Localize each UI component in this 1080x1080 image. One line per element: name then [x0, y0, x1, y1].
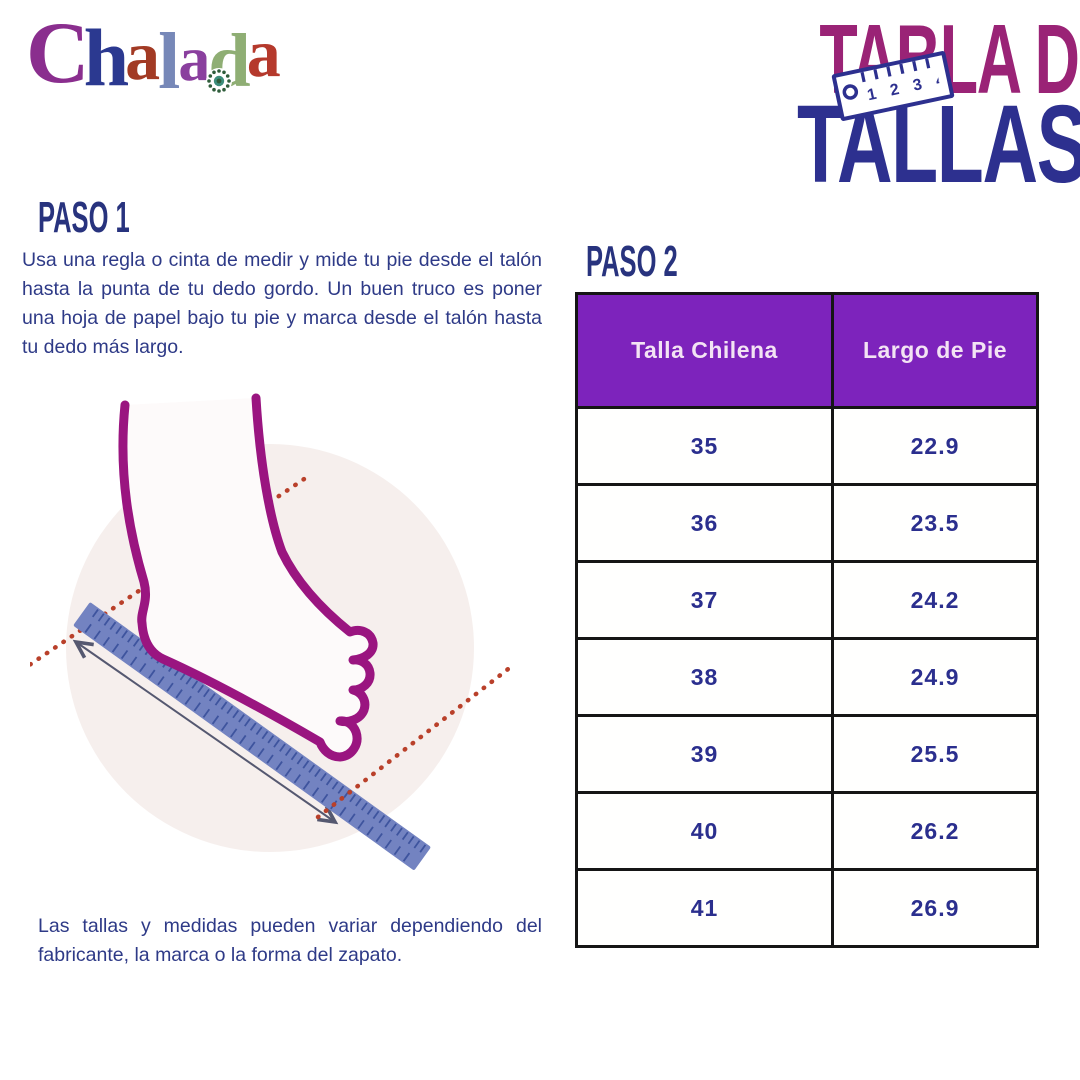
table-row: 37 24.2: [575, 560, 1039, 640]
talla-cell: 36: [575, 483, 834, 563]
talla-cell: 38: [575, 637, 834, 717]
size-table-header-row: Talla Chilena Largo de Pie: [575, 292, 1039, 409]
largo-cell: 22.9: [831, 406, 1039, 486]
measurement-arrow: [72, 639, 339, 825]
step1-heading: PASO 1: [38, 193, 130, 242]
foot-measurement-illustration: [30, 393, 515, 870]
disclaimer-note: Las tallas y medidas pueden variar depen…: [38, 915, 542, 966]
logo-letter: a: [246, 15, 281, 91]
table-row: 39 25.5: [575, 714, 1039, 794]
talla-cell: 39: [575, 714, 834, 794]
table-row: 38 24.9: [575, 637, 1039, 717]
step2-heading: PASO 2: [586, 237, 678, 286]
size-table: Talla Chilena Largo de Pie 35 22.9 36 23…: [575, 292, 1039, 948]
largo-cell: 26.9: [831, 868, 1039, 948]
table-row: 40 26.2: [575, 791, 1039, 871]
ruler-icon: 1 2 3 4: [831, 50, 955, 122]
largo-cell: 24.9: [831, 637, 1039, 717]
column-header-largo-de-pie: Largo de Pie: [831, 292, 1039, 409]
page-title: TABLA DE TALLAS 1 2 3 4: [735, 0, 1080, 200]
logo-letter: h: [83, 12, 130, 103]
table-row: 36 23.5: [575, 483, 1039, 563]
foot-outline: [118, 393, 378, 762]
logo-letter: a: [125, 18, 161, 95]
step1-instructions: Usa una regla o cinta de medir y mide tu…: [22, 249, 542, 358]
logo-flower-ornament-icon: [206, 68, 232, 94]
ruler-zero-mark: [842, 84, 859, 100]
toe-dotted-line: [315, 663, 515, 820]
largo-cell: 25.5: [831, 714, 1039, 794]
column-header-talla-chilena: Talla Chilena: [575, 292, 834, 409]
brand-logo: Chalada: [26, 10, 306, 120]
talla-cell: 41: [575, 868, 834, 948]
table-row: 41 26.9: [575, 868, 1039, 948]
measuring-ruler: [73, 602, 431, 870]
logo-letter: a: [178, 23, 211, 94]
logo-letter: C: [26, 5, 90, 102]
talla-cell: 35: [575, 406, 834, 486]
talla-cell: 40: [575, 791, 834, 871]
largo-cell: 26.2: [831, 791, 1039, 871]
table-row: 35 22.9: [575, 406, 1039, 486]
largo-cell: 24.2: [831, 560, 1039, 640]
talla-cell: 37: [575, 560, 834, 640]
largo-cell: 23.5: [831, 483, 1039, 563]
logo-letter: l: [158, 18, 181, 106]
